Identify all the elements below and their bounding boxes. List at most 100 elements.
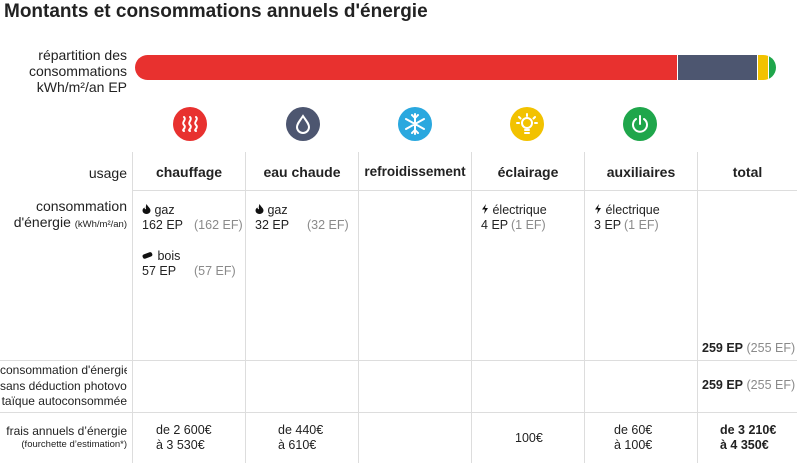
distribution-bar	[135, 55, 776, 80]
energy-entry: gaz 32 EP (32 EF)	[255, 203, 349, 233]
row-label: consommation d'énergie sans déduction ph…	[0, 363, 127, 410]
ep-value: 259	[702, 378, 723, 392]
energy-name: électrique	[492, 203, 547, 217]
icon-part: 32 EP	[255, 218, 307, 233]
cost-cell: de 2 600€ à 3 530€	[156, 413, 212, 463]
cost-line: de 2 600€	[156, 423, 212, 437]
cost-line: de 3 210€	[720, 423, 777, 437]
ep-unit: EP	[166, 218, 184, 232]
cost-line: à 3 530€	[156, 438, 205, 452]
total-consumption: 259 EP (255 EF)	[702, 341, 795, 355]
energy-name: électrique	[605, 203, 660, 217]
label-text: d'énergie (kWh/m²/an)	[0, 214, 127, 233]
icon-shape	[632, 115, 648, 133]
bolt-icon	[595, 204, 601, 214]
energy-name: gaz	[267, 203, 288, 217]
column-header: refroidissement	[364, 164, 466, 179]
value-line: 162 EP (162 EF)	[142, 218, 243, 233]
column-header: chauffage	[155, 163, 223, 180]
cost-line: de 60€	[614, 423, 653, 437]
bar-segment	[676, 55, 757, 80]
icon-part	[295, 114, 311, 134]
icon-shape	[405, 113, 425, 135]
cost-line: à 100€	[614, 438, 653, 452]
ep-unit: EP	[159, 264, 177, 278]
auxiliary-icon	[623, 107, 657, 141]
energy-entry: électrique 3 EP (1 EF)	[594, 203, 660, 233]
cost-cell: 100€	[515, 413, 543, 463]
ep-value: 3	[594, 218, 601, 232]
water-icon	[286, 107, 320, 141]
icon-part: 259 EP	[702, 378, 743, 392]
lighting-icon	[510, 107, 544, 141]
label-line: consommations	[28, 63, 127, 79]
row-label: frais annuels d’énergie (fourchette d’es…	[0, 424, 127, 452]
consumption-cell: électrique 4 EP (1 EF)	[472, 203, 547, 249]
energy-line: gaz	[142, 203, 243, 218]
energy-line: électrique	[481, 203, 547, 218]
ep-unit: EP	[491, 218, 509, 232]
column-header: auxiliaires	[606, 163, 676, 180]
column-divider	[132, 152, 133, 463]
energy-entry: gaz 162 EP (162 EF)	[142, 203, 243, 233]
bar-segment	[756, 55, 768, 80]
energy-entry: électrique 4 EP (1 EF)	[481, 203, 547, 233]
value-line: 4 EP (1 EF)	[481, 218, 547, 233]
bar-segment	[767, 55, 776, 80]
consumption-cell: électrique 3 EP (1 EF)	[585, 203, 660, 249]
label-line: kWh/m²/an EP	[36, 79, 127, 95]
icon-shape	[295, 114, 311, 134]
total-without-pv: 259 EP (255 EF)	[702, 378, 795, 392]
column-divider	[245, 152, 246, 463]
ep-value: 259	[702, 341, 723, 355]
flame-icon	[255, 204, 264, 214]
heating-icon	[173, 107, 207, 141]
cost-line: de 440€	[278, 423, 324, 437]
label-text: frais annuels d’énergie	[6, 424, 127, 438]
energy-entry: bois 57 EP (57 EF)	[142, 249, 243, 279]
energy-line: gaz	[255, 203, 349, 218]
label-line: répartition des	[38, 47, 127, 63]
energy-name: gaz	[154, 203, 175, 217]
ep-unit: EP	[604, 218, 622, 232]
ef-value: (162 EF)	[194, 218, 243, 232]
label-note: (fourchette d’estimation*)	[21, 439, 127, 450]
label-text: taïque autoconsommée	[1, 394, 127, 408]
flame-icon	[142, 204, 151, 214]
icon-shape	[516, 113, 538, 134]
icon-part: 4 EP	[481, 218, 511, 233]
icon-shape	[182, 116, 198, 132]
icon-part: 57 EP	[142, 264, 194, 279]
ef-value: (255 EF)	[746, 378, 796, 392]
distribution-label: répartition des consommations kWh/m²/an …	[0, 47, 127, 95]
cost-cell: de 60€ à 100€	[614, 413, 652, 463]
consumption-cell: gaz 162 EP (162 EF) bois 57 EP (57 EF)	[133, 203, 243, 295]
cost-line: à 610€	[278, 438, 317, 452]
column-divider	[358, 152, 359, 463]
icon-shape	[142, 204, 151, 214]
wood-icon	[142, 252, 153, 259]
icon-part	[405, 113, 425, 135]
icon-part	[521, 117, 533, 129]
column-header: total	[732, 163, 763, 180]
label-text: consommation d'énergie	[0, 363, 127, 377]
icon-part: 162 EP	[142, 218, 194, 233]
icon-shape	[255, 204, 264, 214]
cooling-icon	[398, 107, 432, 141]
energy-line: bois	[142, 249, 243, 264]
value-line: 3 EP (1 EF)	[594, 218, 660, 233]
icon-shape	[482, 204, 488, 214]
cost-cell: de 3 210€ à 4 350€	[720, 413, 776, 463]
column-header: éclairage	[497, 163, 559, 180]
label-text: sans déduction photovol-	[0, 378, 127, 393]
label-text: d'énergie	[13, 214, 71, 230]
bolt-icon	[482, 204, 488, 214]
ep-unit: EP	[272, 218, 290, 232]
value-line: 32 EP (32 EF)	[255, 218, 349, 233]
ep-unit: EP	[726, 341, 744, 355]
ep-value: 4	[481, 218, 488, 232]
icon-shape	[595, 204, 601, 214]
row-label: consommation d'énergie (kWh/m²/an)	[0, 198, 127, 233]
